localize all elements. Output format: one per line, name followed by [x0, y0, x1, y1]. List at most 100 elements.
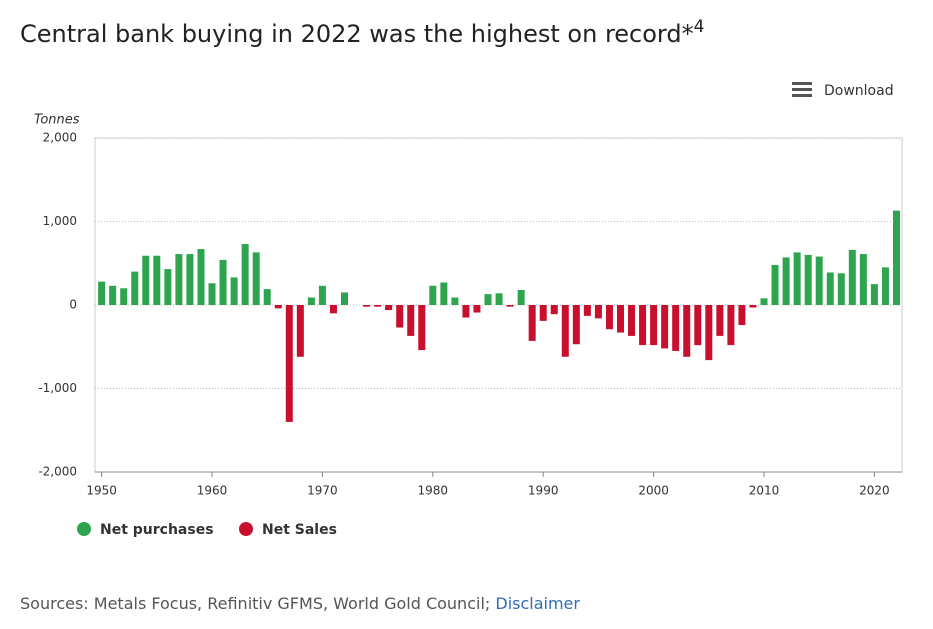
bar	[109, 285, 117, 305]
bar	[451, 297, 459, 305]
bar	[749, 305, 757, 308]
bar	[385, 305, 393, 311]
disclaimer-link[interactable]: Disclaimer	[495, 594, 580, 613]
bar	[605, 305, 613, 330]
bar	[462, 305, 470, 318]
x-tick-label: 1950	[86, 484, 117, 498]
bar	[285, 305, 293, 422]
legend-label: Net Sales	[262, 522, 337, 538]
bar	[252, 252, 260, 305]
bar	[594, 305, 602, 319]
bar	[782, 257, 790, 305]
menu-icon	[792, 94, 812, 97]
bar	[650, 305, 658, 346]
bar	[120, 288, 128, 305]
title-text: Central bank buying in 2022 was the high…	[20, 20, 694, 48]
bar	[859, 254, 867, 305]
bar	[628, 305, 636, 336]
bar	[363, 305, 371, 307]
bar	[307, 297, 315, 305]
bar	[760, 298, 768, 305]
legend-marker	[239, 522, 253, 536]
legend-label: Net purchases	[100, 522, 214, 538]
bar	[175, 254, 183, 305]
x-tick-label: 1960	[197, 484, 228, 498]
bar	[396, 305, 404, 328]
bar	[153, 255, 161, 305]
menu-icon	[792, 82, 812, 85]
y-tick-label: 0	[69, 298, 77, 312]
download-label[interactable]: Download	[824, 83, 894, 99]
bar	[164, 269, 172, 305]
bar	[484, 294, 492, 305]
bar	[616, 305, 624, 333]
bar	[583, 305, 591, 316]
bar	[429, 285, 437, 305]
bar	[694, 305, 702, 346]
bar	[572, 305, 580, 345]
bar	[241, 244, 249, 305]
bar	[329, 305, 337, 314]
bar	[186, 254, 194, 305]
menu-icon	[792, 88, 812, 91]
x-tick-label: 1970	[307, 484, 338, 498]
source: Sources: Metals Focus, Refinitiv GFMS, W…	[20, 594, 580, 613]
y-tick-label: 2,000	[43, 131, 77, 145]
bar	[716, 305, 724, 336]
x-tick-label: 2000	[638, 484, 669, 498]
bar	[274, 305, 282, 309]
bar	[672, 305, 680, 351]
bar	[208, 283, 216, 305]
bar	[550, 305, 558, 315]
bar	[561, 305, 569, 357]
bar	[131, 271, 139, 305]
bar	[804, 254, 812, 305]
bar	[738, 305, 746, 326]
title-superscript: 4	[694, 17, 705, 37]
bar	[528, 305, 536, 341]
legend-marker	[77, 522, 91, 536]
x-tick-label: 1980	[418, 484, 449, 498]
bar	[881, 267, 889, 305]
bar	[230, 277, 238, 305]
bar	[848, 249, 856, 305]
source-text: Sources: Metals Focus, Refinitiv GFMS, W…	[20, 594, 490, 613]
bar	[793, 252, 801, 305]
bar	[727, 305, 735, 346]
bar	[418, 305, 426, 351]
bar	[374, 305, 382, 307]
bar	[705, 305, 713, 361]
y-tick-label: -1,000	[38, 381, 77, 395]
bar	[142, 255, 150, 305]
bar	[296, 305, 304, 357]
download-button[interactable]: Download	[792, 82, 894, 99]
bar	[837, 273, 845, 305]
bar	[771, 264, 779, 305]
x-tick-label: 2020	[859, 484, 890, 498]
bar	[506, 305, 514, 307]
x-tick-label: 2010	[749, 484, 780, 498]
bar	[892, 210, 900, 305]
x-tick-label: 1990	[528, 484, 559, 498]
bar	[826, 272, 834, 305]
y-tick-label: -2,000	[38, 465, 77, 479]
bar	[661, 305, 669, 349]
bar	[683, 305, 691, 357]
bar	[98, 281, 106, 305]
bar	[639, 305, 647, 346]
bar	[263, 289, 271, 305]
y-tick-label: 1,000	[43, 214, 77, 228]
bar	[870, 284, 878, 305]
chart-title: Central bank buying in 2022 was the high…	[20, 17, 704, 48]
bar	[473, 305, 481, 313]
bar	[318, 285, 326, 305]
bar	[539, 305, 547, 321]
y-axis-label: Tonnes	[34, 113, 80, 128]
bar	[815, 256, 823, 305]
bar	[517, 289, 525, 305]
bar	[495, 293, 503, 305]
bar	[219, 259, 227, 305]
bar	[440, 282, 448, 305]
